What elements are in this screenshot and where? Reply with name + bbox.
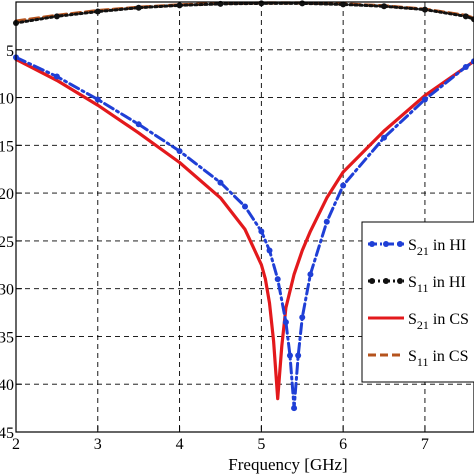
series-point-0 <box>340 182 347 189</box>
legend-label-main: S <box>408 311 417 328</box>
series-point-1 <box>340 1 347 8</box>
legend-label-subscript: 21 <box>417 244 429 258</box>
series-point-0 <box>381 134 388 141</box>
series-point-1 <box>176 2 183 9</box>
series-point-0 <box>421 96 428 103</box>
series-point-1 <box>53 13 60 20</box>
legend-label-subscript: 11 <box>417 281 429 295</box>
series-point-0 <box>299 314 306 321</box>
series-point-0 <box>286 352 293 359</box>
series-point-1 <box>421 6 428 13</box>
legend-marker <box>397 278 403 284</box>
series-point-1 <box>462 13 469 20</box>
series-point-0 <box>462 63 469 70</box>
y-tick-label: 40 <box>0 377 14 394</box>
series-point-1 <box>94 8 101 15</box>
legend-label-rest: in CS <box>429 311 469 328</box>
legend-marker <box>383 278 389 284</box>
legend-label-subscript: 21 <box>417 318 429 332</box>
y-tick-label: 25 <box>0 234 14 251</box>
legend-label-main: S <box>408 348 417 365</box>
series-line-0 <box>14 55 474 410</box>
y-tick-label: 20 <box>0 186 14 203</box>
series-point-0 <box>291 405 298 412</box>
x-tick-label: 6 <box>339 436 347 453</box>
series-point-0 <box>282 319 289 326</box>
legend-label: S11 in CS <box>408 348 468 369</box>
x-tick-label: 5 <box>257 436 265 453</box>
series-point-0 <box>217 179 224 186</box>
legend-label-main: S <box>408 274 417 291</box>
x-tick-label: 3 <box>94 436 102 453</box>
legend-marker <box>369 278 375 284</box>
x-tick-label: 2 <box>12 436 20 453</box>
legend-marker <box>383 241 389 247</box>
series-point-0 <box>258 228 265 235</box>
legend-label-rest: in HI <box>429 237 466 254</box>
series-point-0 <box>53 73 60 80</box>
legend-marker <box>369 241 375 247</box>
legend-marker <box>397 241 403 247</box>
plot-frame <box>15 1 474 433</box>
y-tick-label: 10 <box>0 91 14 108</box>
series-point-0 <box>94 96 101 103</box>
series-point-0 <box>274 276 281 283</box>
x-tick-label: 7 <box>421 436 429 453</box>
legend-label: S11 in HI <box>408 274 466 295</box>
y-tick-label: 45 <box>0 425 14 442</box>
series-point-0 <box>135 121 142 128</box>
legend-label: S21 in HI <box>408 237 466 258</box>
series-point-0 <box>266 247 273 254</box>
y-tick-label: 30 <box>0 282 14 299</box>
series-point-1 <box>381 3 388 10</box>
plot-border <box>15 1 474 433</box>
series-point-1 <box>135 4 142 11</box>
legend-label-subscript: 11 <box>417 355 429 369</box>
series-point-0 <box>323 218 330 225</box>
series-point-1 <box>471 16 474 23</box>
legend-label-rest: in CS <box>428 348 468 365</box>
series-point-1 <box>299 0 306 7</box>
series-point-0 <box>295 352 302 359</box>
series-point-1 <box>258 0 265 7</box>
series-point-0 <box>471 58 474 65</box>
x-axis-label: Frequency [GHz] <box>228 455 347 474</box>
legend-label-rest: in HI <box>428 274 465 291</box>
series-point-0 <box>307 271 314 278</box>
y-tick-label: 5 <box>6 43 14 60</box>
legend-label-main: S <box>408 237 417 254</box>
y-tick-label: 15 <box>0 138 14 155</box>
series-point-0 <box>176 148 183 155</box>
series-line-2 <box>14 57 474 401</box>
legend-label: S21 in CS <box>408 311 469 332</box>
series-point-0 <box>242 203 248 210</box>
x-tick-label: 4 <box>176 436 184 453</box>
y-tick-label: 35 <box>0 329 14 346</box>
series-layer <box>13 0 474 412</box>
